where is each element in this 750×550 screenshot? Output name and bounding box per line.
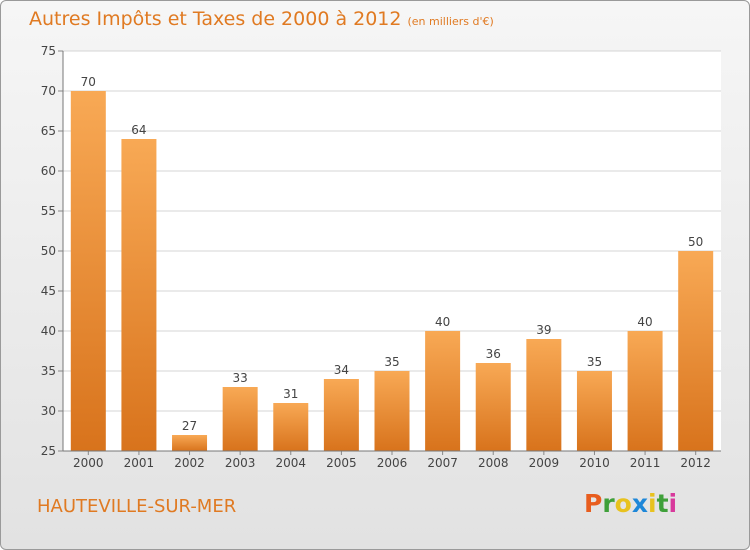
x-tick-label: 2002	[174, 456, 205, 470]
y-tick-label: 30	[41, 404, 56, 418]
bar-value-label: 50	[688, 235, 703, 249]
x-tick-label: 2011	[630, 456, 661, 470]
x-tick-label: 2010	[579, 456, 610, 470]
bar	[222, 387, 258, 451]
bar	[70, 91, 106, 451]
logo-letter: x	[631, 489, 648, 518]
x-tick-label: 2003	[225, 456, 256, 470]
y-tick-label: 25	[41, 444, 56, 458]
bar-value-label: 27	[182, 419, 197, 433]
x-tick-label: 2008	[478, 456, 509, 470]
x-tick-label: 2004	[275, 456, 306, 470]
bar-value-label: 35	[384, 355, 399, 369]
logo-letter: o	[614, 489, 632, 518]
y-tick-label: 45	[41, 284, 56, 298]
bar-value-label: 33	[233, 371, 248, 385]
chart-title: Autres Impôts et Taxes de 2000 à 2012 (en…	[29, 8, 494, 30]
bar	[678, 251, 714, 451]
x-tick-label: 2006	[377, 456, 408, 470]
bar-value-label: 39	[536, 323, 551, 337]
bar-value-label: 40	[637, 315, 652, 329]
commune-name: HAUTEVILLE-SUR-MER	[37, 496, 237, 517]
bar-value-label: 70	[81, 75, 96, 89]
bar	[121, 139, 157, 451]
chart-title-text: Autres Impôts et Taxes de 2000 à 2012	[29, 8, 402, 30]
y-tick-label: 60	[41, 164, 56, 178]
logo-letter: r	[602, 489, 615, 518]
y-tick-label: 35	[41, 364, 56, 378]
bar-value-label: 34	[334, 363, 349, 377]
logo-letter: i	[648, 489, 657, 518]
bar-value-label: 35	[587, 355, 602, 369]
y-tick-label: 40	[41, 324, 56, 338]
bar	[425, 331, 461, 451]
x-tick-label: 2012	[680, 456, 711, 470]
bar	[475, 363, 511, 451]
chart-unit: (en milliers d'€)	[407, 15, 494, 28]
bar	[323, 379, 359, 451]
x-tick-label: 2009	[529, 456, 560, 470]
bar	[576, 371, 612, 451]
x-tick-label: 2001	[124, 456, 155, 470]
x-tick-label: 2007	[427, 456, 458, 470]
y-tick-label: 70	[41, 84, 56, 98]
bar	[374, 371, 410, 451]
bar-value-label: 31	[283, 387, 298, 401]
bar	[627, 331, 663, 451]
logo-letter: i	[668, 489, 678, 518]
bar	[273, 403, 309, 451]
y-tick-label: 65	[41, 124, 56, 138]
logo-letter: P	[584, 489, 603, 518]
bar	[526, 339, 562, 451]
logo-letter: t	[656, 489, 669, 518]
x-tick-label: 2005	[326, 456, 357, 470]
y-tick-label: 50	[41, 244, 56, 258]
bar-value-label: 40	[435, 315, 450, 329]
x-tick-label: 2000	[73, 456, 104, 470]
bar-value-label: 36	[486, 347, 501, 361]
y-tick-label: 55	[41, 204, 56, 218]
bar-value-label: 64	[131, 123, 146, 137]
y-tick-label: 75	[41, 44, 56, 58]
proxiti-logo[interactable]: Proxiti	[584, 489, 677, 518]
bar	[172, 435, 208, 451]
